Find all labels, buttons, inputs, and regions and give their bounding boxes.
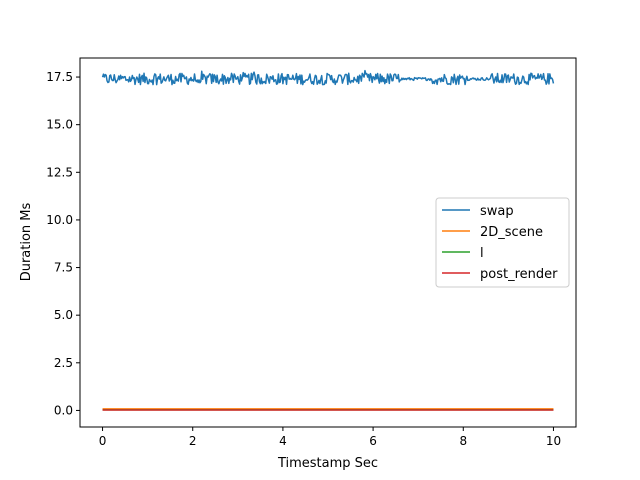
- x-tick-label: 2: [189, 434, 197, 448]
- legend-label-l: l: [480, 246, 484, 261]
- y-tick-label: 5.0: [54, 308, 73, 322]
- x-axis: 0 2 4 6 8 10: [99, 427, 561, 448]
- x-tick-label: 8: [459, 434, 467, 448]
- y-tick-label: 12.5: [46, 165, 73, 179]
- legend: swap 2D_scene l post_render: [435, 197, 570, 288]
- x-tick-label: 6: [369, 434, 377, 448]
- y-tick-label: 10.0: [46, 213, 73, 227]
- y-tick-label: 15.0: [46, 118, 73, 132]
- y-tick-label: 7.5: [54, 261, 73, 275]
- legend-label-swap: swap: [480, 204, 514, 219]
- legend-label-2d-scene: 2D_scene: [480, 225, 543, 240]
- y-tick-label: 2.5: [54, 356, 73, 370]
- series-line-swap: [101, 69, 555, 86]
- y-tick-label: 17.5: [46, 70, 73, 84]
- y-axis: 0.0 2.5 5.0 7.5 10.0 12.5 15.0 17.5: [46, 70, 80, 417]
- x-axis-label: Timestamp Sec: [277, 456, 378, 471]
- legend-label-post-render: post_render: [480, 267, 558, 282]
- axes-frame: [79, 57, 577, 428]
- x-tick-label: 10: [546, 434, 561, 448]
- x-tick-label: 0: [99, 434, 107, 448]
- y-axis-label: Duration Ms: [19, 202, 34, 281]
- x-tick-label: 4: [279, 434, 287, 448]
- plot-area: [101, 69, 555, 411]
- legend-box: [435, 197, 570, 288]
- y-tick-label: 0.0: [54, 403, 73, 417]
